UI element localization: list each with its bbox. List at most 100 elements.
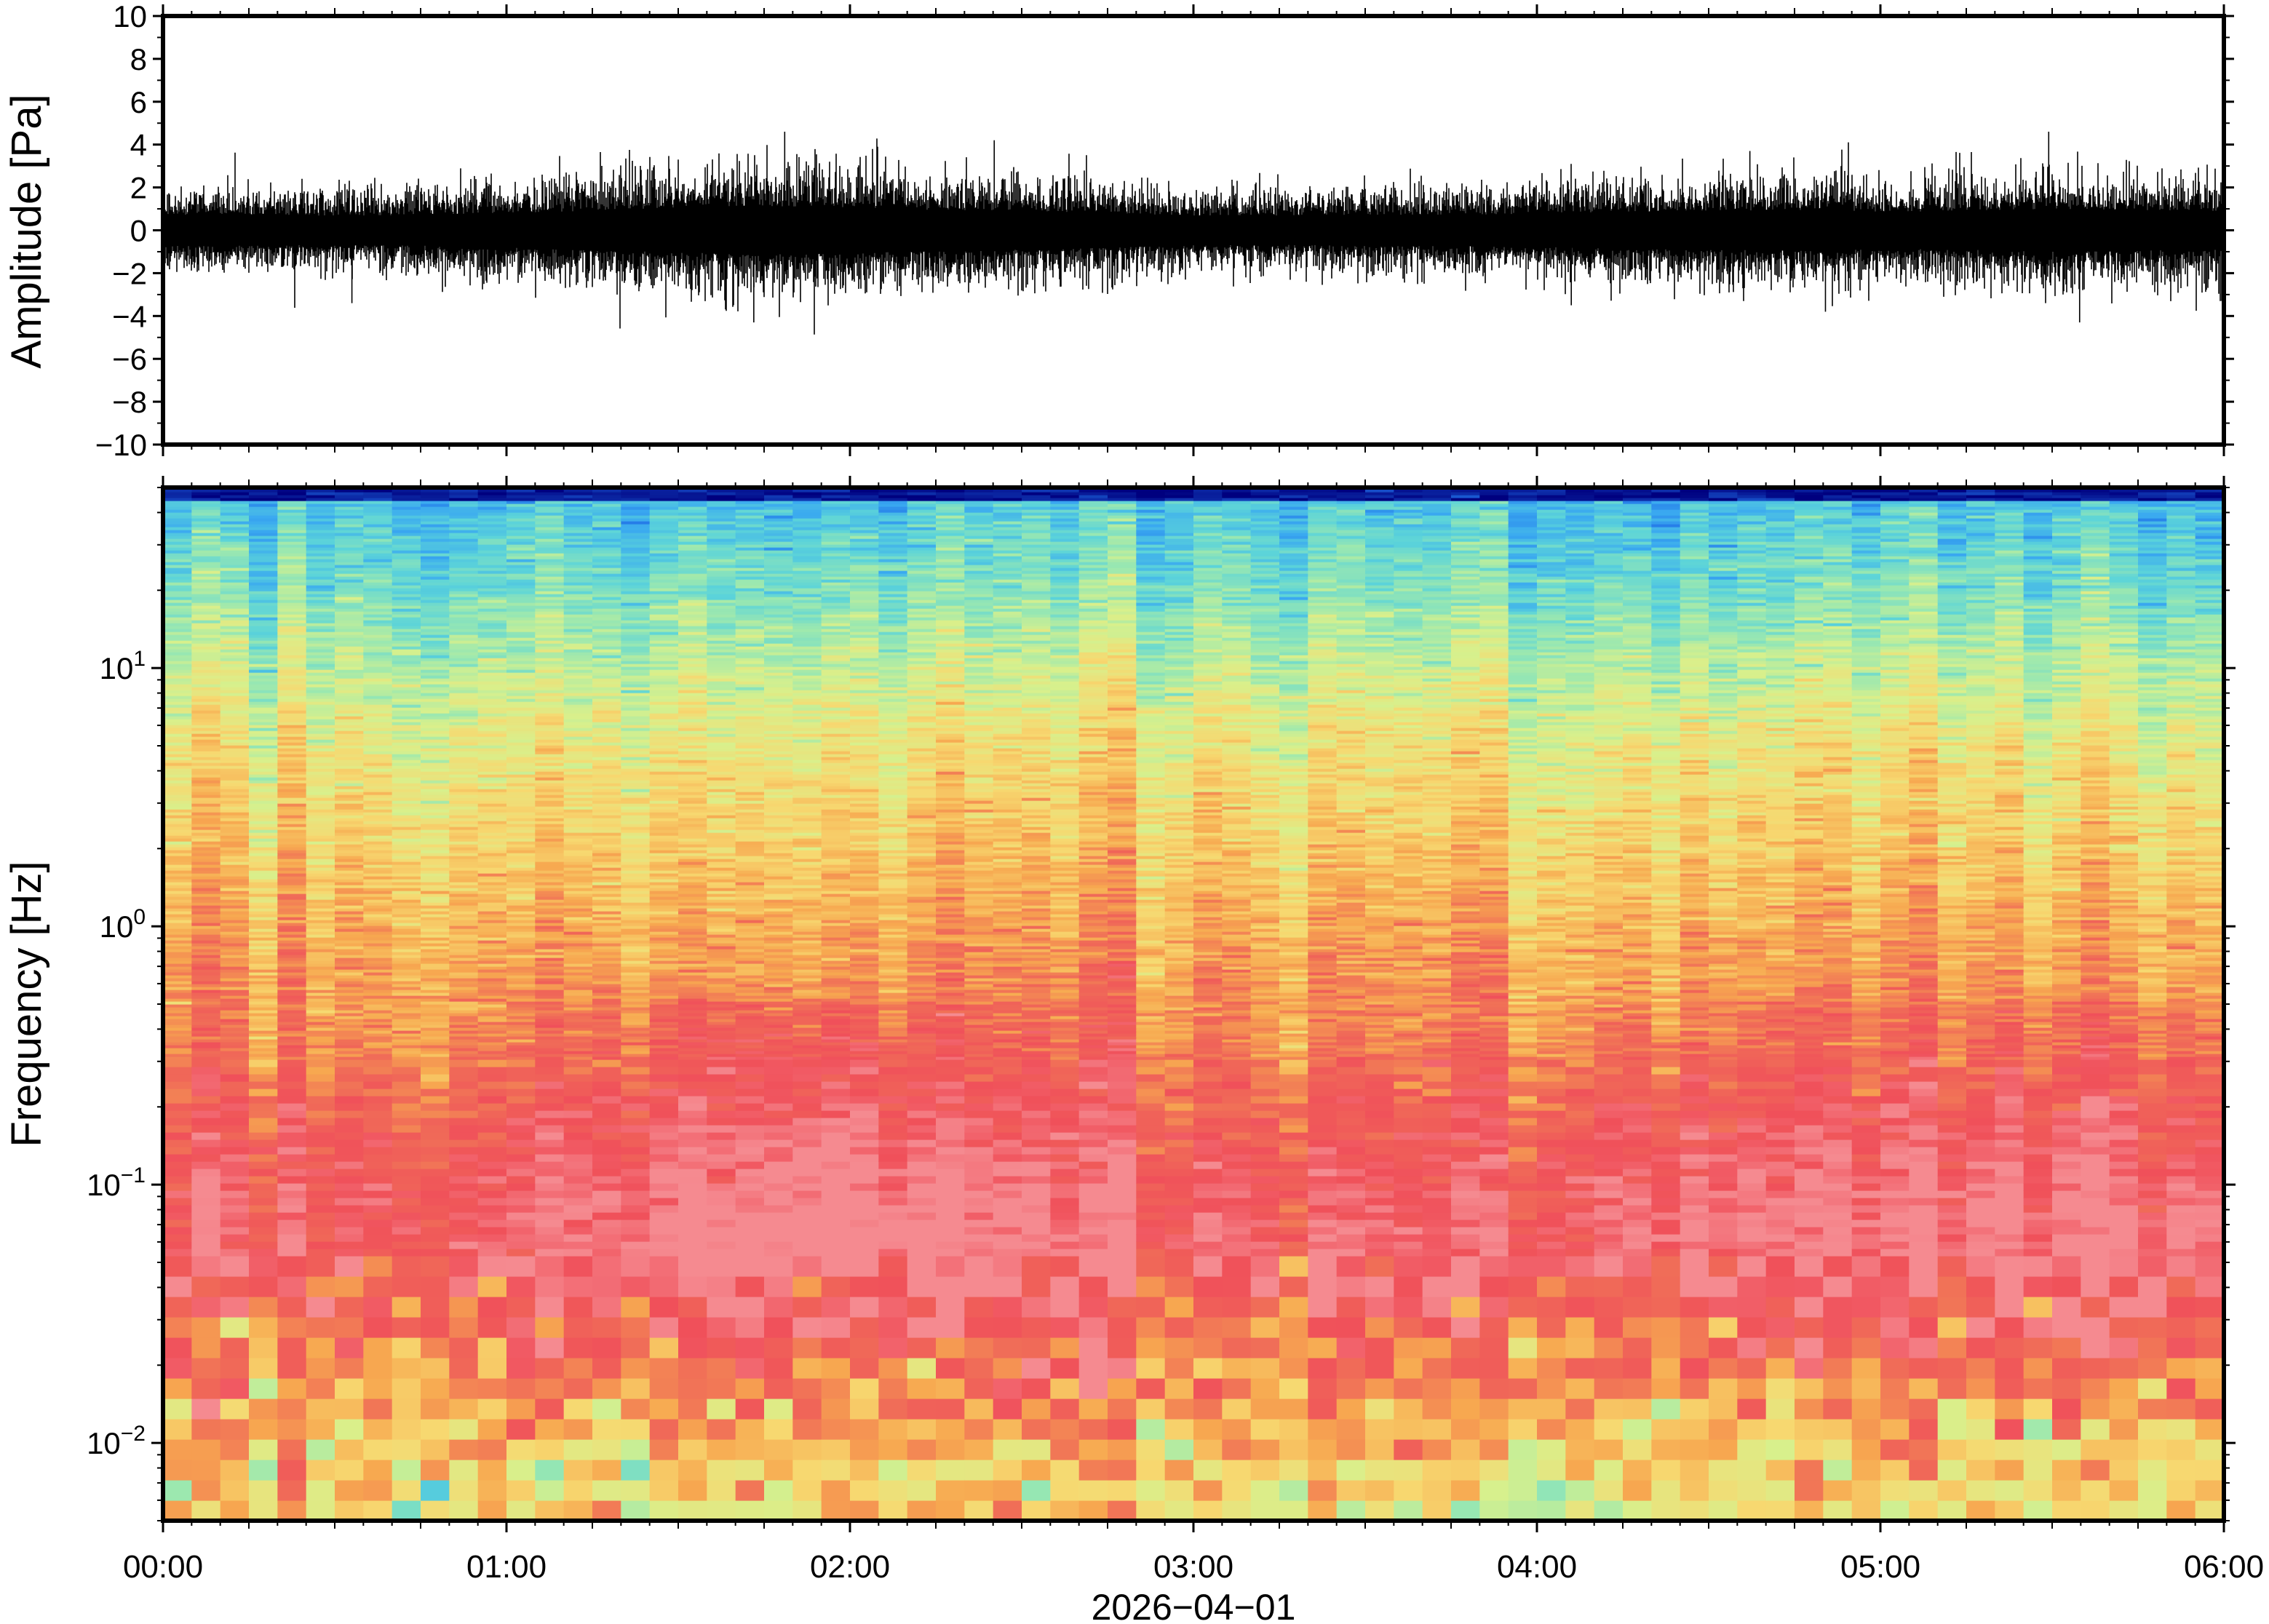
- spectrogram-cell: [563, 824, 593, 827]
- spectrogram-cell: [191, 975, 221, 979]
- spectrogram-cell: [249, 602, 278, 606]
- spectrogram-cell: [363, 809, 393, 813]
- spectrogram-cell: [621, 748, 651, 752]
- spectrogram-cell: [563, 1460, 593, 1481]
- spectrogram-cell: [535, 1059, 565, 1067]
- spectrogram-cell: [363, 789, 393, 792]
- spectrogram-cell: [335, 1024, 364, 1028]
- spectrogram-cell: [220, 553, 250, 557]
- spectrogram-cell: [421, 818, 450, 821]
- spectrogram-cell: [707, 492, 736, 495]
- spectrogram-cell: [421, 806, 450, 810]
- spectrogram-cell: [649, 1276, 679, 1297]
- spectrogram-cell: [306, 585, 335, 589]
- spectrogram-cell: [249, 1048, 278, 1051]
- spectrogram-cell: [392, 879, 421, 883]
- spectrogram-cell: [306, 940, 335, 944]
- spectrogram-cell: [363, 1051, 393, 1054]
- spectrogram-cell: [220, 1007, 250, 1011]
- spectrogram-cell: [707, 1398, 736, 1420]
- spectrogram-cell: [563, 774, 593, 778]
- spectrogram-cell: [392, 503, 421, 507]
- spectrogram-cell: [191, 876, 221, 880]
- spectrogram-cell: [421, 547, 450, 551]
- spectrogram-cell: [363, 588, 393, 592]
- spectrogram-cell: [306, 588, 335, 592]
- spectrogram-cell: [621, 809, 651, 813]
- spectrogram-cell: [678, 1169, 707, 1177]
- spectrogram-cell: [163, 608, 192, 612]
- spectrogram-cell: [621, 1132, 651, 1140]
- spectrogram-cell: [449, 553, 479, 557]
- spectrogram-cell: [707, 958, 736, 961]
- spectrogram-cell: [506, 579, 536, 583]
- spectrogram-cell: [249, 940, 278, 944]
- spectrogram-cell: [707, 524, 736, 528]
- spectrogram-cell: [335, 1249, 364, 1257]
- spectrogram-cell: [506, 1500, 536, 1521]
- spectrogram-cell: [506, 1219, 536, 1227]
- spectrogram-cell: [335, 1010, 364, 1014]
- spectrogram-cell: [506, 605, 536, 609]
- spectrogram-cell: [249, 885, 278, 888]
- spectrogram-cell: [563, 992, 593, 996]
- spectrogram-cell: [335, 536, 364, 539]
- spectrogram-cell: [621, 550, 651, 554]
- spectrogram-cell: [363, 672, 393, 676]
- spectrogram-cells: [163, 487, 2224, 1521]
- spectrogram-cell: [506, 1033, 536, 1037]
- spectrogram-cell: [163, 1480, 192, 1501]
- spectrogram-cell: [392, 908, 421, 912]
- spectrogram-cell: [477, 920, 507, 923]
- spectrogram-cell: [306, 963, 335, 967]
- spectrogram-cell: [392, 1337, 421, 1358]
- spectrogram-cell: [363, 1004, 393, 1008]
- spectrogram-cell: [392, 774, 421, 778]
- spectrogram-cell: [678, 777, 707, 781]
- spectrogram-cell: [621, 570, 651, 574]
- spectrogram-cell: [421, 1007, 450, 1011]
- spectrogram-cell: [477, 809, 507, 813]
- spectrogram-cell: [678, 568, 707, 571]
- spectrogram-cell: [220, 757, 250, 760]
- spectrogram-cell: [335, 661, 364, 664]
- spectrogram-cell: [449, 1045, 479, 1048]
- spectrogram-cell: [191, 853, 221, 856]
- spectrogram-cell: [306, 1212, 335, 1220]
- spectrogram-cell: [277, 757, 307, 760]
- spectrogram-cell: [392, 809, 421, 813]
- spectrogram-cell: [421, 856, 450, 859]
- spectrogram-cell: [421, 736, 450, 740]
- spectrogram-cell: [306, 893, 335, 897]
- spectrogram-cell: [335, 600, 364, 603]
- spectrogram-cell: [535, 495, 565, 498]
- spectrogram-cell: [563, 1033, 593, 1037]
- spectrogram-cell: [335, 1074, 364, 1082]
- spectrogram-cell: [535, 914, 565, 918]
- spectrogram-cell: [592, 658, 621, 661]
- spectrogram-cell: [392, 777, 421, 781]
- spectrogram-cell: [191, 835, 221, 839]
- spectrogram-cell: [678, 806, 707, 810]
- spectrogram-cell: [563, 841, 593, 845]
- spectrogram-cell: [477, 838, 507, 842]
- spectrogram-cell: [506, 620, 536, 624]
- spectrogram-cell: [649, 847, 679, 851]
- spectrogram-cell: [249, 640, 278, 644]
- spectrogram-cell: [421, 661, 450, 664]
- spectrogram-cell: [506, 1042, 536, 1046]
- spectrogram-cell: [506, 829, 536, 833]
- spectrogram-cell: [707, 1103, 736, 1111]
- spectrogram-cell: [421, 969, 450, 973]
- spectrogram-cell: [277, 949, 307, 952]
- spectrogram-cell: [335, 562, 364, 565]
- spectrogram-cell: [535, 1227, 565, 1235]
- spectrogram-cell: [506, 847, 536, 851]
- spectrogram-cell: [678, 1227, 707, 1235]
- spectrogram-cell: [707, 908, 736, 912]
- spectrogram-cell: [449, 838, 479, 842]
- spectrogram-cell: [649, 1013, 679, 1016]
- spectrogram-cell: [249, 832, 278, 836]
- spectrogram-cell: [277, 666, 307, 670]
- spectrogram-cell: [506, 614, 536, 618]
